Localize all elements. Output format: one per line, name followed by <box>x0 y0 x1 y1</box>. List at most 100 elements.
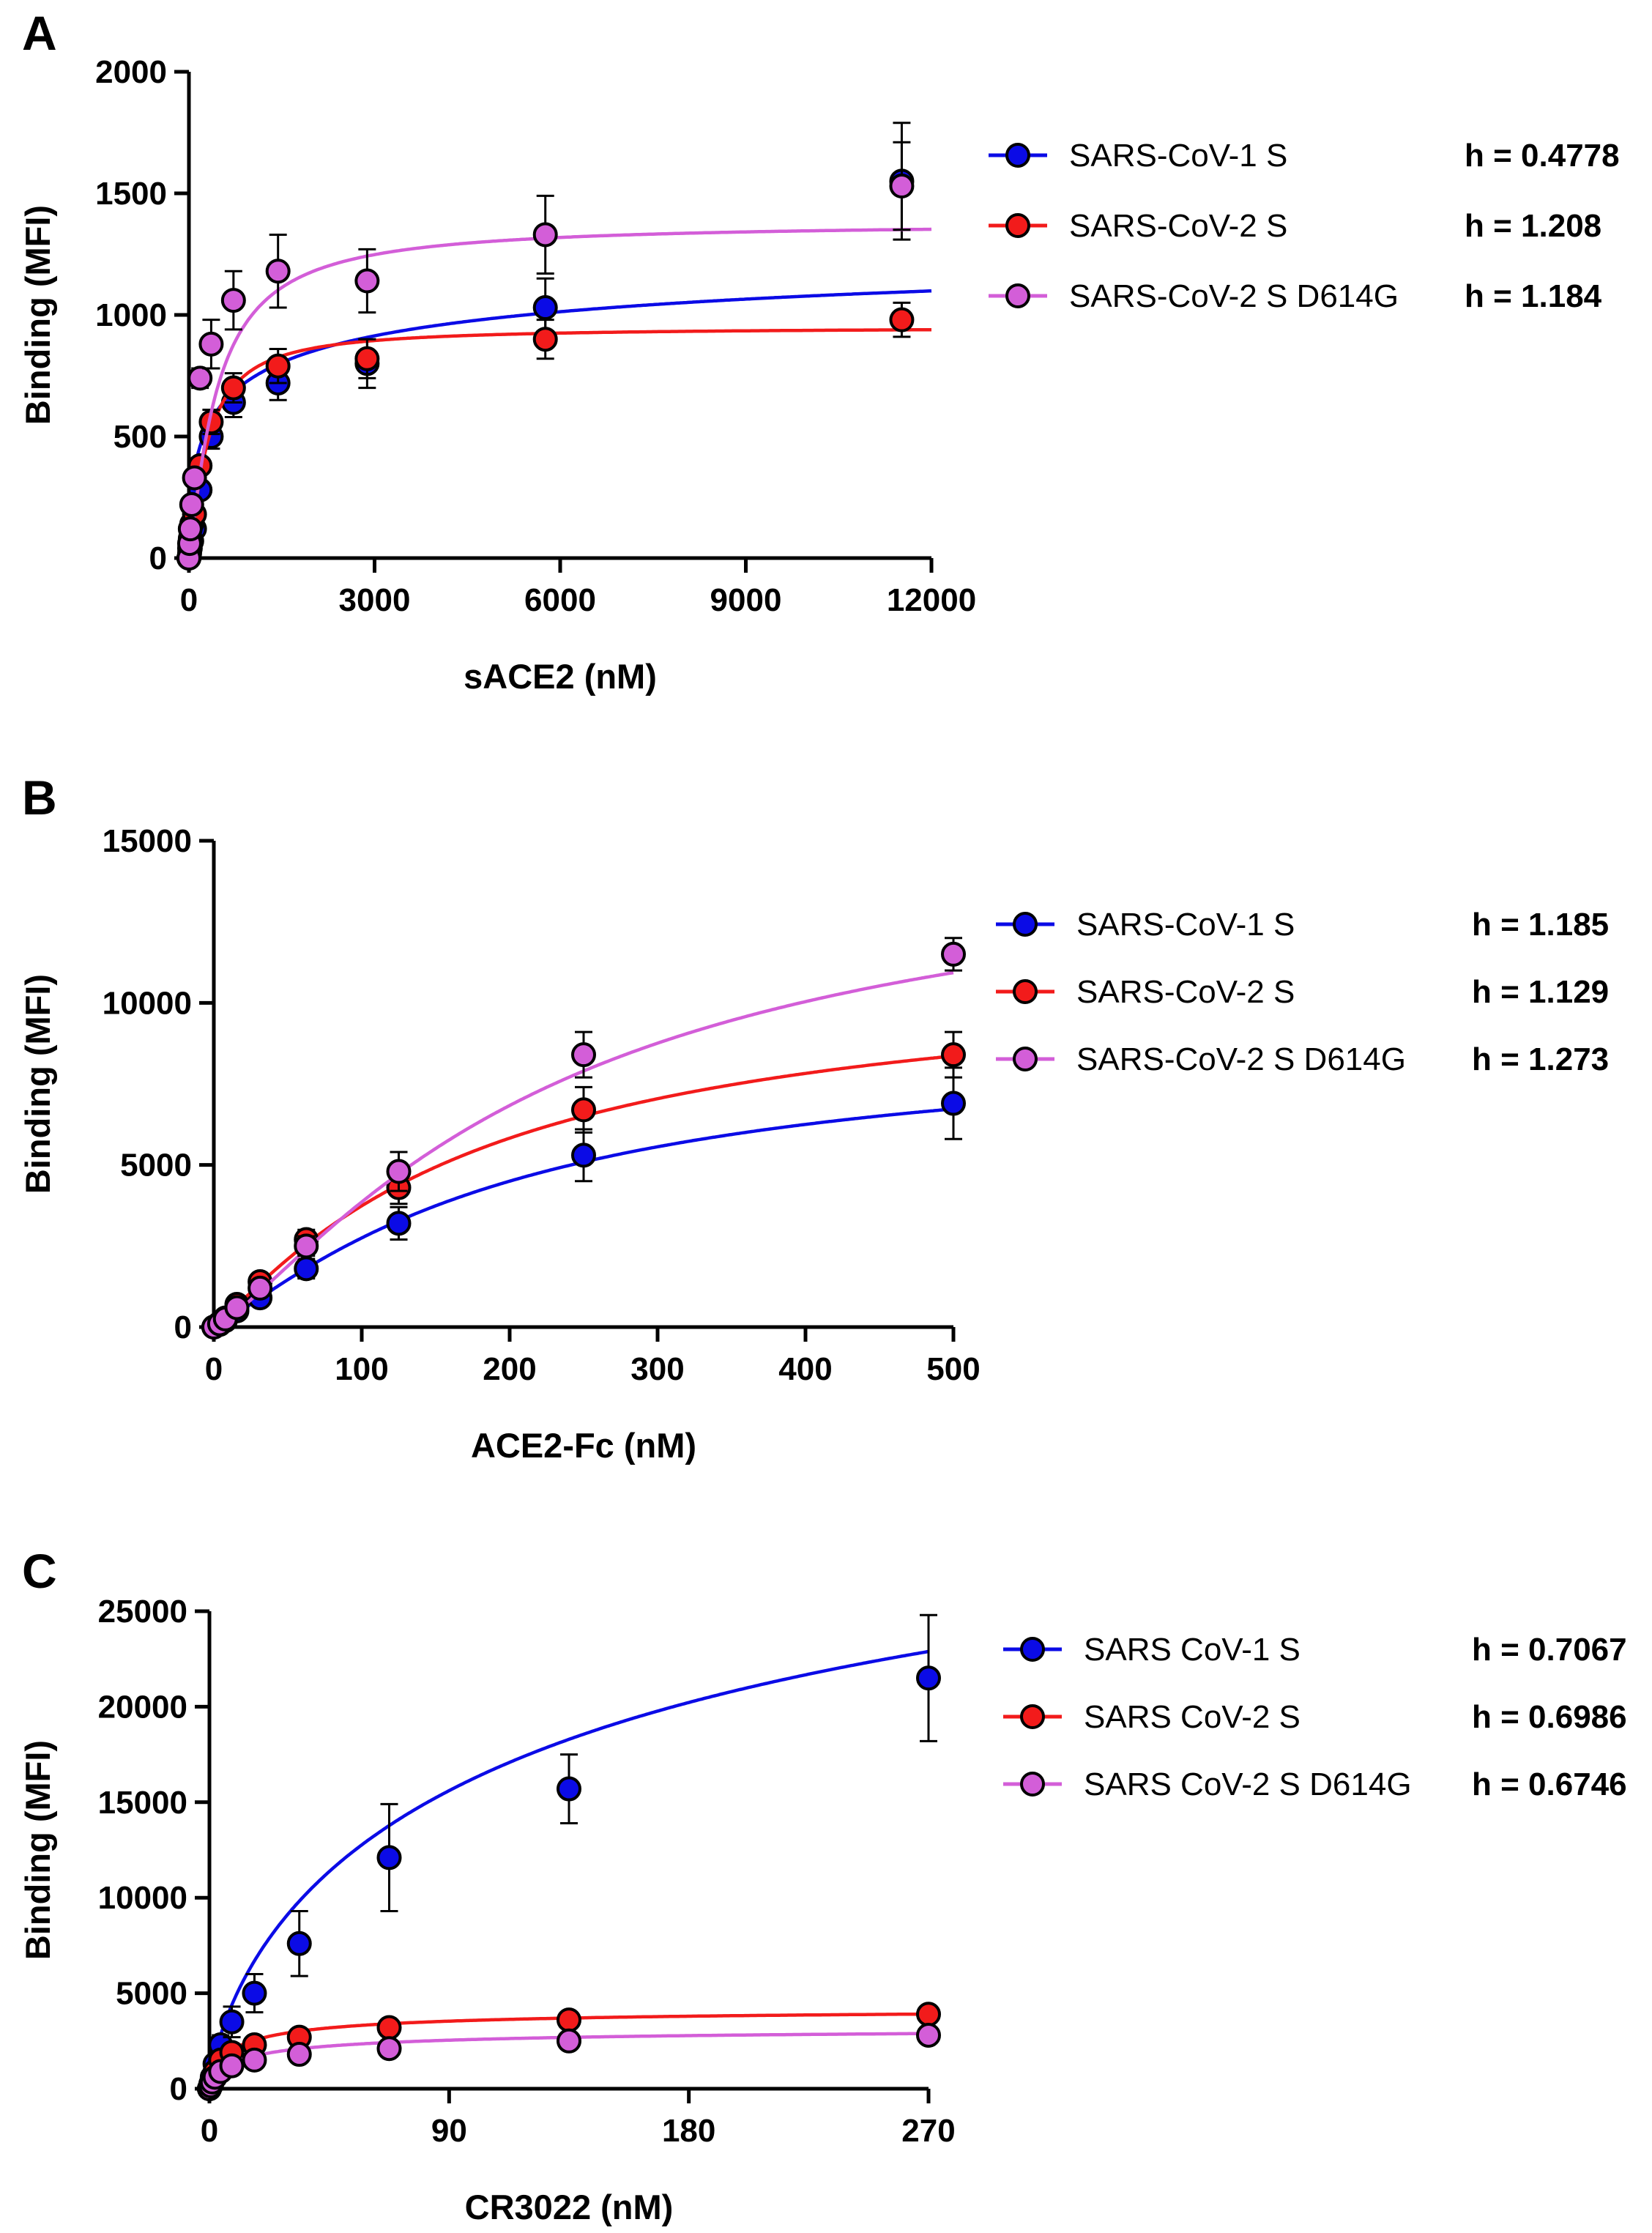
legend-label: SARS-CoV-2 S D614G <box>1069 278 1399 314</box>
legend-label: SARS-CoV-2 S <box>1069 208 1287 244</box>
data-point <box>354 346 380 371</box>
legend-marker <box>1020 1637 1045 1662</box>
data-point <box>220 288 246 313</box>
x-tick-label: 0 <box>201 2113 218 2149</box>
x-tick-label: 500 <box>926 1351 980 1387</box>
data-point <box>187 365 213 391</box>
panel-letter: C <box>22 1544 57 1598</box>
y-tick-label: 0 <box>170 2071 187 2107</box>
legend-h-value: h = 1.129 <box>1472 974 1609 1010</box>
x-tick-label: 100 <box>335 1351 388 1387</box>
data-point <box>916 2022 941 2048</box>
y-tick-label: 10000 <box>103 985 192 1021</box>
data-point <box>889 174 915 199</box>
legend-item: SARS-CoV-2 S D614G h = 1.273 <box>996 1041 1609 1077</box>
data-point <box>198 331 224 357</box>
data-point <box>557 1776 581 1802</box>
y-tick-label: 0 <box>149 540 167 576</box>
x-tick-label: 9000 <box>710 582 782 618</box>
panel-letter: A <box>22 6 57 60</box>
data-point <box>557 2007 581 2033</box>
data-point <box>532 327 558 352</box>
data-point <box>219 2009 245 2035</box>
data-point <box>224 1295 250 1320</box>
legend-h-value: h = 1.273 <box>1472 1041 1609 1077</box>
data-point <box>376 2036 402 2062</box>
data-point <box>265 353 291 379</box>
fit-curve <box>187 227 932 559</box>
legend-h-value: h = 1.208 <box>1465 208 1601 244</box>
legend: SARS-CoV-1 S h = 0.4778 SARS-CoV-2 S h = 1.… <box>989 138 1620 314</box>
y-tick-label: 25000 <box>98 1594 187 1630</box>
x-tick-label: 400 <box>778 1351 832 1387</box>
legend-label: SARS CoV-1 S <box>1084 1632 1301 1668</box>
legend-item: SARS-CoV-1 S h = 1.185 <box>996 907 1609 943</box>
legend-label: SARS-CoV-1 S <box>1069 138 1287 174</box>
y-tick-label: 5000 <box>116 1976 187 2012</box>
legend-h-value: h = 0.6986 <box>1472 1699 1627 1735</box>
data-point <box>571 1042 596 1068</box>
data-point <box>941 1042 966 1068</box>
data-point <box>286 2042 312 2067</box>
x-tick-label: 0 <box>180 582 198 618</box>
x-ticks: 0 90 180 270 <box>201 2089 956 2149</box>
x-axis-title: ACE2-Fc (nM) <box>471 1426 696 1465</box>
y-ticks: 0 5000 10000 15000 <box>103 823 214 1345</box>
legend-label: SARS CoV-2 S D614G <box>1084 1766 1412 1802</box>
data-point <box>557 2028 581 2054</box>
x-tick-label: 270 <box>901 2113 955 2149</box>
y-ticks: 0 5000 10000 15000 20000 25000 <box>98 1594 209 2107</box>
data-point <box>571 1097 596 1123</box>
data-point <box>286 1931 312 1956</box>
fit-curve <box>187 289 932 559</box>
data-point <box>571 1142 596 1168</box>
data-point <box>177 516 203 542</box>
legend-item: SARS-CoV-2 S h = 1.129 <box>996 974 1609 1010</box>
legend-item: SARS CoV-1 S h = 0.7067 <box>1003 1632 1627 1668</box>
legend-marker <box>1013 1047 1038 1071</box>
data-point <box>182 465 207 491</box>
data-point <box>941 1091 966 1116</box>
x-tick-label: 12000 <box>887 582 976 618</box>
legend-label: SARS-CoV-2 S <box>1076 974 1295 1010</box>
data-point <box>294 1256 319 1282</box>
series-3 <box>201 937 966 1340</box>
y-tick-label: 15000 <box>103 823 192 859</box>
y-axis-title: Binding (MFI) <box>18 205 57 425</box>
data-point <box>916 2002 941 2027</box>
series-2 <box>176 301 931 571</box>
data-point <box>219 2053 245 2078</box>
data-point <box>294 1233 319 1259</box>
data-point <box>376 2015 402 2040</box>
legend-h-value: h = 0.7067 <box>1472 1632 1627 1668</box>
x-axis-title: CR3022 (nM) <box>465 2188 674 2226</box>
legend-item: SARS CoV-2 S h = 0.6986 <box>1003 1699 1627 1735</box>
data-point <box>889 307 915 332</box>
x-tick-label: 200 <box>483 1351 536 1387</box>
data-point <box>386 1159 412 1184</box>
legend-label: SARS-CoV-2 S D614G <box>1076 1041 1406 1077</box>
y-tick-label: 0 <box>174 1309 192 1345</box>
legend-item: SARS-CoV-2 S h = 1.208 <box>989 208 1601 244</box>
y-tick-label: 10000 <box>98 1880 187 1916</box>
data-point <box>532 222 558 248</box>
legend-item: SARS-CoV-1 S h = 0.4778 <box>989 138 1620 174</box>
chart-panel-c: C 0 5000 10000 15000 20000 25000 0 90 180 270 Bindi… <box>18 1544 1627 2226</box>
x-tick-label: 6000 <box>524 582 596 618</box>
legend-label: SARS CoV-2 S <box>1084 1699 1301 1735</box>
legend-h-value: h = 0.6746 <box>1472 1766 1627 1802</box>
series-3 <box>176 141 932 571</box>
data-point <box>354 268 380 294</box>
data-point <box>242 2047 267 2073</box>
legend-marker <box>1005 283 1030 308</box>
legend-h-value: h = 1.185 <box>1472 907 1609 943</box>
legend-marker <box>1020 1704 1045 1729</box>
legend-marker <box>1013 912 1038 937</box>
series-3 <box>197 2022 941 2101</box>
data-point <box>265 259 291 284</box>
y-tick-label: 15000 <box>98 1785 187 1821</box>
chart-panel-b: B 0 5000 10000 15000 0 100 200 300 400 500 Binding … <box>18 770 1609 1465</box>
legend: SARS CoV-1 S h = 0.7067 SARS CoV-2 S h = 0.… <box>1003 1632 1627 1802</box>
x-tick-label: 3000 <box>339 582 411 618</box>
